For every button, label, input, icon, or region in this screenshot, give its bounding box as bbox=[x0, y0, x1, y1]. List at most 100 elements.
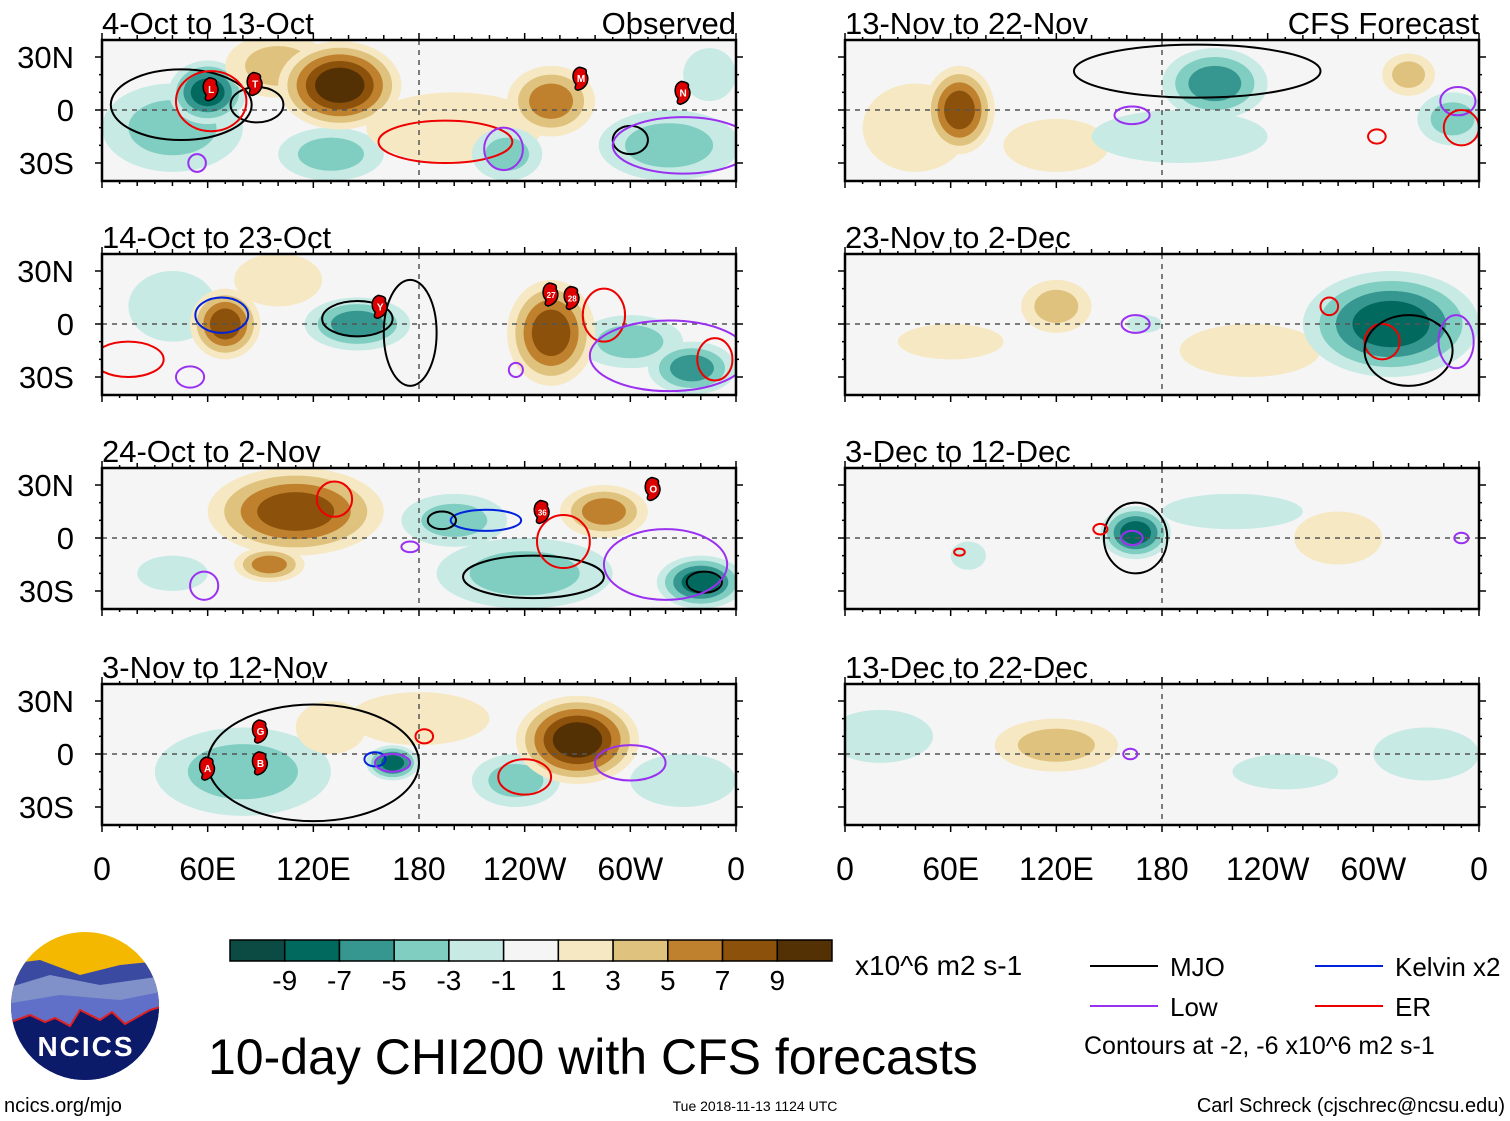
anomaly-shading bbox=[315, 67, 365, 103]
anomaly-shading bbox=[1091, 110, 1268, 163]
er-contour bbox=[1442, 109, 1479, 147]
low-contour bbox=[1437, 314, 1475, 370]
low-contour bbox=[1120, 314, 1151, 334]
storm-label: O bbox=[649, 485, 657, 496]
negative-anomaly bbox=[683, 48, 736, 102]
legend-label: Kelvin x2 bbox=[1395, 952, 1501, 982]
mjo-contour bbox=[382, 278, 438, 387]
mjo-contour bbox=[1072, 43, 1322, 99]
low-contour bbox=[373, 753, 412, 773]
lon-label: 0 bbox=[836, 851, 854, 887]
panel-title: 13-Dec to 22-Dec bbox=[845, 650, 1088, 685]
storm-label: L bbox=[208, 85, 214, 96]
negative-anomaly bbox=[1126, 315, 1162, 333]
anomaly-shading bbox=[625, 123, 714, 168]
anomaly-shading bbox=[1126, 315, 1162, 333]
lat-label: 30S bbox=[19, 146, 74, 181]
colorbar-label: 7 bbox=[715, 965, 731, 996]
low-contour bbox=[189, 570, 220, 601]
tropical-cyclone-icon: 28 bbox=[563, 285, 580, 311]
er-contour bbox=[1367, 128, 1387, 145]
er-contour bbox=[581, 287, 627, 343]
storm-label: 28 bbox=[568, 295, 577, 304]
observed-label: Observed bbox=[602, 6, 736, 41]
low-contour bbox=[507, 361, 524, 378]
tropical-cyclone-icon: A bbox=[198, 756, 216, 781]
site-url: ncics.org/mjo bbox=[4, 1095, 122, 1117]
negative-anomaly bbox=[647, 341, 736, 395]
lat-label: 30N bbox=[17, 468, 74, 503]
map-content: Y 27 28 bbox=[102, 254, 736, 395]
map-content bbox=[845, 468, 1479, 609]
mjo-contour bbox=[462, 554, 605, 600]
positive-anomaly bbox=[1382, 53, 1435, 96]
low-contour bbox=[1453, 531, 1470, 545]
lon-label: 0 bbox=[93, 851, 111, 887]
er-contour bbox=[497, 758, 553, 796]
storm-label: T bbox=[252, 80, 258, 91]
tropical-cyclone-icon: 27 bbox=[542, 282, 559, 307]
anomaly-shading bbox=[469, 551, 580, 596]
legend-label: MJO bbox=[1170, 952, 1225, 982]
colorbar-swatch bbox=[283, 939, 341, 962]
colorbar-swatch bbox=[721, 939, 779, 962]
anomaly-shading bbox=[234, 254, 323, 307]
anomaly-shading bbox=[1232, 754, 1339, 790]
low-contour bbox=[594, 744, 667, 782]
low-contour bbox=[1120, 529, 1144, 547]
kelvin-contour bbox=[363, 751, 387, 768]
lon-label: 180 bbox=[392, 851, 445, 887]
storm-label: M bbox=[577, 74, 585, 85]
storm-label: 36 bbox=[538, 509, 547, 518]
mjo-contour bbox=[109, 68, 253, 142]
anomaly-shading bbox=[1179, 324, 1321, 377]
anomaly-shading bbox=[529, 83, 574, 119]
mjo-contour bbox=[1363, 314, 1454, 387]
low-contour bbox=[174, 365, 206, 389]
positive-anomaly bbox=[994, 718, 1118, 772]
anomaly-shading bbox=[897, 324, 1004, 360]
storm-label: B bbox=[257, 759, 264, 770]
lon-label: 0 bbox=[1470, 851, 1488, 887]
anomaly-shading bbox=[251, 555, 287, 574]
map-content: 36 O bbox=[102, 468, 736, 609]
anomaly-shading bbox=[630, 754, 736, 807]
negative-anomaly bbox=[1162, 493, 1303, 530]
timestamp: Tue 2018-11-13 1124 UTC bbox=[673, 1098, 838, 1114]
anomaly-shading bbox=[297, 137, 364, 171]
er-contour bbox=[174, 70, 248, 133]
lat-label: 0 bbox=[57, 737, 74, 772]
colorbar-label: 5 bbox=[660, 965, 676, 996]
lat-label: 30N bbox=[17, 254, 74, 289]
mjo-contour bbox=[321, 300, 394, 338]
cyclone-symbol bbox=[572, 66, 589, 91]
map-panel: 13-Nov to 22-Nov CFS Forecast bbox=[838, 6, 1486, 188]
panel-title: 23-Nov to 2-Dec bbox=[845, 220, 1071, 255]
lon-label: 0 bbox=[727, 851, 745, 887]
positive-anomaly bbox=[515, 695, 640, 785]
colorbar-swatch bbox=[612, 939, 669, 962]
storm-label: A bbox=[204, 764, 211, 775]
anomaly-shading bbox=[1003, 118, 1110, 172]
cyclone-symbol bbox=[563, 285, 580, 311]
anomaly-shading bbox=[1034, 289, 1079, 323]
panel-title: 13-Nov to 22-Nov bbox=[845, 6, 1088, 41]
anomaly-shading bbox=[1352, 300, 1430, 348]
positive-anomaly bbox=[234, 546, 305, 583]
cyclone-symbol bbox=[674, 80, 691, 106]
low-contour bbox=[1113, 105, 1151, 126]
colorbar-swatch bbox=[229, 939, 286, 962]
positive-anomaly bbox=[1003, 118, 1110, 172]
kelvin-contour bbox=[449, 508, 523, 532]
colorbar-label: -7 bbox=[327, 965, 352, 996]
map-content bbox=[845, 684, 1479, 825]
map-content: L T M N bbox=[102, 40, 736, 181]
lon-label: 180 bbox=[1135, 851, 1188, 887]
negative-anomaly bbox=[1162, 48, 1268, 119]
lat-label: 30N bbox=[17, 40, 74, 75]
low-contour bbox=[483, 126, 524, 172]
er-contour bbox=[696, 337, 734, 382]
anomaly-shading bbox=[1188, 65, 1242, 102]
legend: MJO Kelvin x2 Low ER Contours at -2, -6 x10^… bbox=[1084, 952, 1501, 1060]
